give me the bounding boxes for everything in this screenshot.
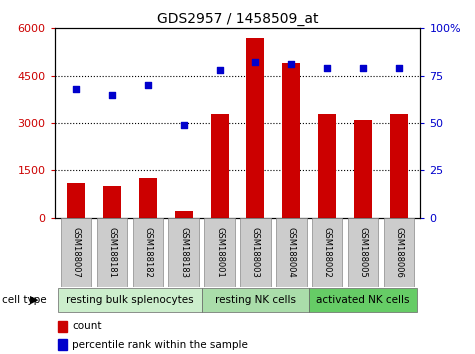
- Text: resting NK cells: resting NK cells: [215, 295, 296, 305]
- Text: cell type: cell type: [2, 295, 47, 305]
- Text: resting bulk splenocytes: resting bulk splenocytes: [66, 295, 194, 305]
- Text: GSM188181: GSM188181: [107, 227, 116, 278]
- Bar: [318, 114, 336, 218]
- Text: GSM188005: GSM188005: [359, 227, 368, 278]
- Point: [395, 65, 403, 71]
- Bar: [139, 178, 157, 218]
- Point: [144, 82, 152, 88]
- FancyBboxPatch shape: [133, 218, 163, 287]
- Text: percentile rank within the sample: percentile rank within the sample: [72, 340, 248, 350]
- Text: activated NK cells: activated NK cells: [316, 295, 410, 305]
- Point: [216, 67, 223, 73]
- Point: [252, 59, 259, 65]
- Text: GSM188007: GSM188007: [72, 227, 81, 278]
- Text: ▶: ▶: [30, 295, 39, 305]
- Text: GSM188003: GSM188003: [251, 227, 260, 278]
- Text: GSM188002: GSM188002: [323, 227, 332, 278]
- FancyBboxPatch shape: [312, 218, 342, 287]
- Bar: [58, 339, 67, 350]
- Title: GDS2957 / 1458509_at: GDS2957 / 1458509_at: [157, 12, 318, 26]
- FancyBboxPatch shape: [202, 288, 309, 312]
- Text: GSM188006: GSM188006: [394, 227, 403, 278]
- Bar: [282, 63, 300, 218]
- Point: [323, 65, 331, 71]
- Point: [359, 65, 367, 71]
- FancyBboxPatch shape: [61, 218, 91, 287]
- Bar: [67, 183, 85, 218]
- Bar: [58, 321, 67, 332]
- FancyBboxPatch shape: [58, 288, 202, 312]
- FancyBboxPatch shape: [309, 288, 417, 312]
- Bar: [103, 186, 121, 218]
- Text: GSM188001: GSM188001: [215, 227, 224, 278]
- FancyBboxPatch shape: [169, 218, 199, 287]
- Text: GSM188183: GSM188183: [179, 227, 188, 278]
- Text: GSM188004: GSM188004: [287, 227, 296, 278]
- FancyBboxPatch shape: [204, 218, 235, 287]
- Point: [72, 86, 80, 92]
- Text: GSM188182: GSM188182: [143, 227, 152, 278]
- Text: count: count: [72, 321, 102, 331]
- Bar: [210, 114, 228, 218]
- Bar: [354, 120, 372, 218]
- Point: [180, 122, 188, 128]
- FancyBboxPatch shape: [240, 218, 271, 287]
- Bar: [390, 114, 408, 218]
- FancyBboxPatch shape: [97, 218, 127, 287]
- Point: [287, 62, 295, 67]
- Bar: [175, 211, 193, 218]
- FancyBboxPatch shape: [276, 218, 306, 287]
- FancyBboxPatch shape: [348, 218, 378, 287]
- FancyBboxPatch shape: [384, 218, 414, 287]
- Bar: [247, 38, 265, 218]
- Point: [108, 92, 116, 97]
